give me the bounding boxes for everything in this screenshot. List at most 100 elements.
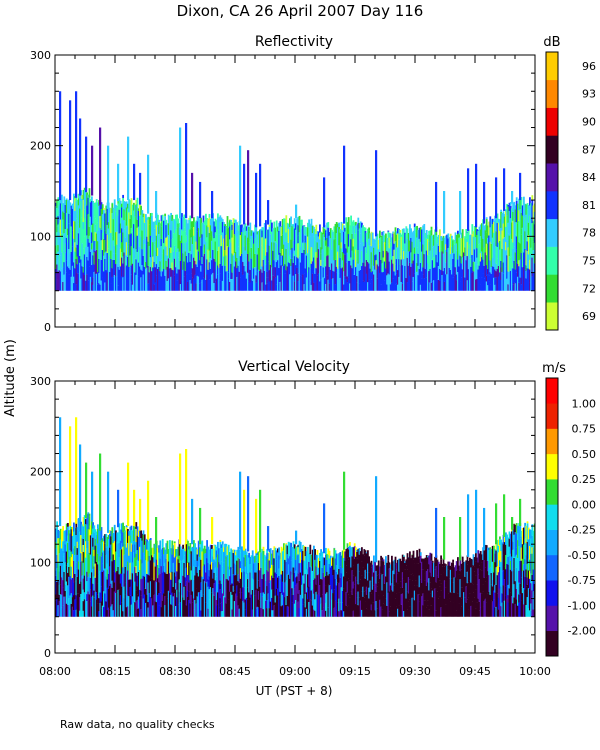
heatmap-cell bbox=[515, 236, 518, 250]
heatmap-cell bbox=[218, 234, 220, 247]
heatmap-cell bbox=[304, 607, 307, 617]
heatmap-cell bbox=[399, 587, 402, 607]
heatmap-cell bbox=[326, 592, 328, 617]
heatmap-cell bbox=[313, 545, 315, 552]
heatmap-cell bbox=[185, 274, 188, 291]
heatmap-cell bbox=[160, 226, 163, 239]
heatmap-cell bbox=[244, 566, 247, 586]
heatmap-cell bbox=[362, 554, 364, 568]
heatmap-cell bbox=[373, 602, 375, 617]
heatmap-cell bbox=[196, 596, 199, 617]
heatmap-cell bbox=[93, 590, 96, 598]
heatmap-cell bbox=[281, 605, 284, 617]
heatmap-cell bbox=[527, 261, 530, 269]
heatmap-cell bbox=[231, 583, 234, 595]
heatmap-cell bbox=[418, 601, 421, 617]
heatmap-cell bbox=[107, 588, 110, 608]
heatmap-cell bbox=[467, 248, 470, 270]
heatmap-cell bbox=[341, 550, 344, 568]
heatmap-cell bbox=[423, 580, 426, 601]
heatmap-cell bbox=[427, 557, 429, 570]
heatmap-cell bbox=[169, 257, 171, 269]
heatmap-cell bbox=[410, 261, 412, 267]
heatmap-cell bbox=[125, 255, 128, 266]
heatmap-cell bbox=[410, 238, 412, 253]
heatmap-cell bbox=[349, 260, 351, 284]
heatmap-cell bbox=[271, 242, 273, 268]
heatmap-cell bbox=[298, 272, 301, 291]
heatmap-cell bbox=[134, 567, 136, 582]
heatmap-cell bbox=[226, 216, 229, 229]
heatmap-cell bbox=[98, 561, 100, 575]
heatmap-cell bbox=[499, 249, 501, 273]
heatmap-cell bbox=[511, 238, 513, 257]
heatmap-cell bbox=[233, 549, 236, 554]
heatmap-cell bbox=[307, 222, 309, 228]
heatmap-cell bbox=[184, 543, 187, 552]
heatmap-cell bbox=[259, 570, 261, 587]
heatmap-cell bbox=[285, 605, 288, 617]
heatmap-cell bbox=[69, 595, 72, 610]
heatmap-cell bbox=[344, 551, 346, 561]
heatmap-cell bbox=[530, 553, 532, 574]
heatmap-cell bbox=[130, 579, 133, 605]
heatmap-cell bbox=[429, 282, 432, 291]
heatmap-cell bbox=[231, 609, 234, 617]
heatmap-cell bbox=[512, 242, 514, 249]
heatmap-cell bbox=[422, 569, 424, 594]
heatmap-cell bbox=[279, 281, 282, 291]
heatmap-cell bbox=[107, 222, 110, 229]
heatmap-cell bbox=[119, 533, 122, 541]
heatmap-cell bbox=[101, 589, 104, 598]
heatmap-cell bbox=[520, 252, 523, 278]
heatmap-cell bbox=[153, 543, 156, 555]
heatmap-cell bbox=[404, 232, 406, 244]
heatmap-cell bbox=[107, 228, 110, 241]
heatmap-cell bbox=[531, 276, 534, 291]
heatmap-cell bbox=[341, 275, 344, 291]
heatmap-cell bbox=[82, 199, 85, 223]
heatmap-cell bbox=[472, 231, 475, 237]
heatmap-cell bbox=[110, 536, 112, 545]
heatmap-cell bbox=[166, 223, 169, 237]
heatmap-cell bbox=[362, 280, 364, 291]
heatmap-cell bbox=[394, 227, 397, 242]
heatmap-cell bbox=[116, 554, 118, 572]
heatmap-cell bbox=[143, 243, 146, 267]
heatmap-cell bbox=[471, 566, 474, 584]
heatmap-cell bbox=[392, 570, 394, 592]
heatmap-cell bbox=[220, 611, 223, 617]
heatmap-cell bbox=[167, 223, 170, 236]
heatmap-cell bbox=[531, 200, 534, 224]
heatmap-cell bbox=[201, 234, 204, 257]
heatmap-cell bbox=[257, 562, 260, 581]
heatmap-cell bbox=[239, 598, 242, 617]
heatmap-cell bbox=[424, 268, 427, 291]
heatmap-cell bbox=[483, 550, 486, 561]
heatmap-cell bbox=[478, 610, 481, 617]
heatmap-cell bbox=[347, 605, 350, 617]
heatmap-cell bbox=[380, 260, 382, 285]
heatmap-cell bbox=[56, 581, 58, 599]
heatmap-cell bbox=[194, 549, 196, 560]
heatmap-cell bbox=[493, 221, 495, 233]
heatmap-cell bbox=[85, 280, 87, 291]
heatmap-cell bbox=[491, 266, 494, 291]
heatmap-cell bbox=[63, 540, 66, 554]
echo-spike bbox=[75, 417, 78, 524]
heatmap-cell bbox=[422, 244, 424, 268]
heatmap-cell bbox=[208, 279, 211, 291]
heatmap-cell bbox=[68, 268, 70, 275]
heatmap-cell bbox=[291, 224, 294, 227]
heatmap-cell bbox=[244, 548, 247, 555]
heatmap-cell bbox=[70, 551, 73, 558]
heatmap-cell bbox=[489, 547, 492, 568]
heatmap-cell bbox=[446, 274, 448, 291]
heatmap-cell bbox=[505, 532, 507, 545]
heatmap-cell bbox=[297, 554, 300, 574]
heatmap-cell bbox=[91, 596, 93, 607]
heatmap-cell bbox=[93, 549, 96, 557]
heatmap-cell bbox=[368, 263, 370, 280]
heatmap-cell bbox=[416, 585, 418, 595]
heatmap-cell bbox=[507, 271, 510, 285]
